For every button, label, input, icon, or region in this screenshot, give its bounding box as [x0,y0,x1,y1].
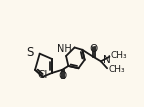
Text: S: S [26,46,34,59]
Text: N: N [103,55,111,65]
Text: O: O [58,71,66,81]
Text: CH₃: CH₃ [109,65,125,74]
Text: CH₃: CH₃ [111,51,128,60]
Text: NH: NH [57,44,71,54]
Text: O: O [89,44,97,54]
Text: Cl: Cl [38,70,48,80]
